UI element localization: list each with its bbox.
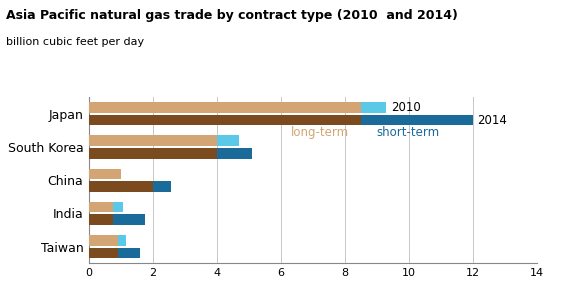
Bar xyxy=(113,214,145,225)
Bar xyxy=(153,181,170,192)
Bar xyxy=(361,115,473,126)
Bar xyxy=(361,102,386,113)
Bar xyxy=(118,247,140,258)
Bar xyxy=(89,202,113,212)
Bar xyxy=(89,148,217,159)
Bar xyxy=(118,235,126,246)
Bar xyxy=(89,168,121,179)
Text: billion cubic feet per day: billion cubic feet per day xyxy=(6,37,144,47)
Bar xyxy=(113,202,123,212)
Bar xyxy=(217,148,252,159)
Bar xyxy=(89,214,113,225)
Bar xyxy=(89,181,153,192)
Text: 2014: 2014 xyxy=(478,114,507,127)
Bar xyxy=(89,235,118,246)
Bar xyxy=(217,135,239,146)
Bar xyxy=(89,135,217,146)
Bar xyxy=(89,102,361,113)
Text: long-term: long-term xyxy=(290,126,348,139)
Text: 2010: 2010 xyxy=(391,101,421,114)
Text: Asia Pacific natural gas trade by contract type (2010  and 2014): Asia Pacific natural gas trade by contra… xyxy=(6,9,457,21)
Bar xyxy=(89,247,118,258)
Bar xyxy=(89,115,361,126)
Text: short-term: short-term xyxy=(377,126,440,139)
